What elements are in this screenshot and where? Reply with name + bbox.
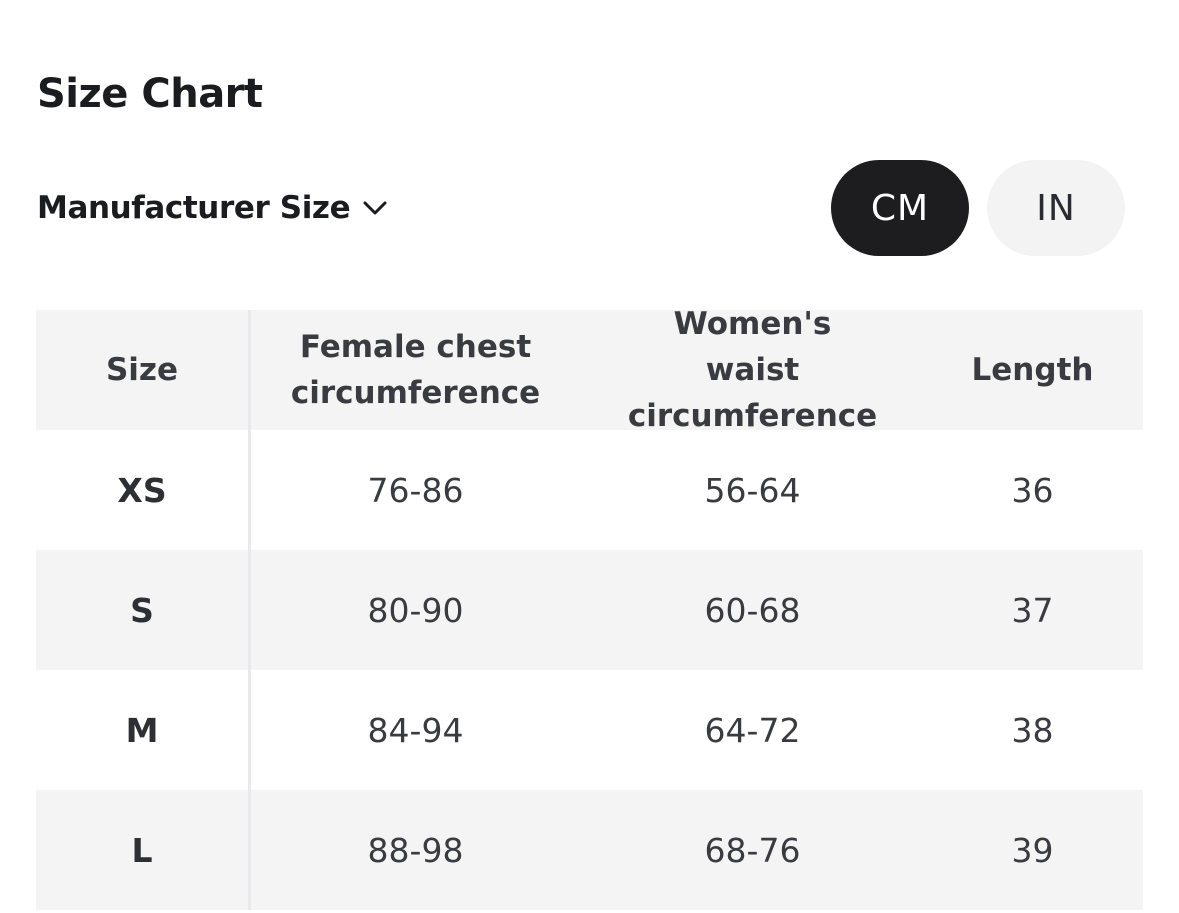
unit-toggle-cm[interactable]: CM bbox=[831, 160, 969, 256]
table-row: S 80-90 60-68 37 bbox=[36, 550, 1143, 670]
waist-cell: 68-76 bbox=[704, 830, 801, 870]
header-waist: Women's waist circumference bbox=[580, 306, 925, 434]
table-row: M 84-94 64-72 38 bbox=[36, 670, 1143, 790]
page-title: Size Chart bbox=[37, 71, 263, 117]
manufacturer-size-label: Manufacturer Size bbox=[37, 190, 351, 226]
chest-cell: 80-90 bbox=[367, 590, 464, 630]
table-row: L 88-98 68-76 39 bbox=[36, 790, 1143, 910]
header-size: Size bbox=[36, 310, 251, 430]
chest-cell: 84-94 bbox=[367, 710, 464, 750]
waist-cell: 64-72 bbox=[704, 710, 801, 750]
header-length: Length bbox=[925, 310, 1140, 430]
header-length-label: Length bbox=[971, 352, 1094, 388]
chest-cell: 76-86 bbox=[367, 470, 464, 510]
size-cell: M bbox=[36, 670, 251, 790]
waist-cell: 56-64 bbox=[704, 470, 801, 510]
table-header-row: Size Female chest circumference Women's … bbox=[36, 306, 1143, 434]
chevron-down-icon bbox=[362, 200, 388, 216]
table-row: XS 76-86 56-64 36 bbox=[36, 430, 1143, 550]
size-table: Size Female chest circumference Women's … bbox=[36, 306, 1143, 910]
unit-toggle-in[interactable]: IN bbox=[987, 160, 1125, 256]
size-cell: XS bbox=[36, 430, 251, 550]
manufacturer-size-dropdown[interactable]: Manufacturer Size bbox=[37, 186, 388, 230]
header-size-label: Size bbox=[105, 352, 179, 388]
waist-cell: 60-68 bbox=[704, 590, 801, 630]
size-cell: L bbox=[36, 790, 251, 910]
size-cell: S bbox=[36, 550, 251, 670]
header-waist-label: Women's waist circumference bbox=[627, 306, 878, 434]
length-cell: 36 bbox=[1011, 470, 1054, 510]
length-cell: 37 bbox=[1011, 590, 1054, 630]
chest-cell: 88-98 bbox=[367, 830, 464, 870]
length-cell: 38 bbox=[1011, 710, 1054, 750]
header-chest-label: Female chest circumference bbox=[290, 329, 541, 411]
header-chest: Female chest circumference bbox=[251, 310, 580, 430]
length-cell: 39 bbox=[1011, 830, 1054, 870]
